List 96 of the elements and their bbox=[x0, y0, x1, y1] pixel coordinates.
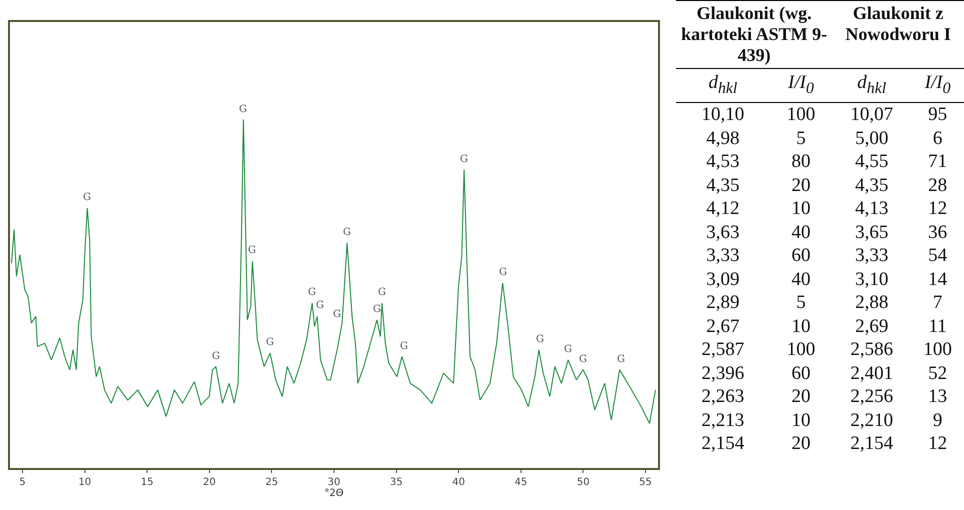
category-label: I/I$_{0}$ bbox=[770, 68, 832, 103]
text: 2,154 bbox=[701, 433, 744, 454]
x-tick-label: 25 bbox=[265, 477, 278, 488]
text: Glaukonit z Nowodworu I bbox=[832, 0, 964, 68]
text: 4,12 bbox=[706, 198, 740, 220]
text: 5 bbox=[796, 128, 806, 149]
annotation: G bbox=[579, 354, 587, 365]
text: 4,13 bbox=[855, 198, 888, 220]
annotation: G bbox=[400, 341, 408, 352]
annotation: G bbox=[499, 267, 507, 278]
x-tick-label: 55 bbox=[639, 477, 652, 488]
x-tick-label: 5 bbox=[19, 477, 26, 488]
text: 20 bbox=[791, 386, 810, 408]
text: 4,53 bbox=[706, 151, 740, 172]
text: 9 bbox=[932, 410, 942, 431]
text: 2,67 bbox=[706, 316, 740, 337]
annotation: G bbox=[239, 104, 247, 115]
text: 6 bbox=[932, 128, 942, 149]
text: 100 bbox=[923, 339, 952, 360]
text: 20 bbox=[791, 433, 810, 454]
text: 12 bbox=[928, 198, 948, 220]
text: 2,69 bbox=[855, 316, 888, 337]
text: 71 bbox=[928, 151, 948, 172]
text: 2,89 bbox=[706, 292, 740, 314]
text: 2,213 bbox=[701, 410, 744, 431]
text: 2,263 bbox=[701, 386, 744, 408]
text: 10,07 bbox=[850, 104, 894, 126]
text: 3,65 bbox=[855, 222, 888, 243]
text: 100 bbox=[786, 339, 816, 360]
text: 5,00 bbox=[855, 128, 888, 149]
annotation: G bbox=[343, 227, 351, 238]
text: 95 bbox=[928, 104, 948, 126]
text: 2,256 bbox=[850, 386, 894, 408]
text: 60 bbox=[791, 245, 810, 266]
annotation: G bbox=[266, 337, 274, 348]
text: 10,10 bbox=[701, 104, 744, 126]
text: 3,09 bbox=[706, 268, 740, 290]
x-axis-title: °2Θ bbox=[324, 488, 344, 499]
x-tick-label: 30 bbox=[328, 477, 340, 488]
text: 2,154 bbox=[850, 433, 894, 454]
x-tick-label: 45 bbox=[514, 477, 528, 488]
text: 3,33 bbox=[855, 245, 888, 266]
text: 14 bbox=[928, 268, 948, 290]
annotation: G bbox=[536, 334, 544, 345]
text: 3,63 bbox=[706, 222, 740, 243]
annotation: G bbox=[316, 300, 324, 311]
annotation: G bbox=[333, 309, 341, 320]
text: 54 bbox=[928, 245, 948, 266]
text: 28 bbox=[928, 174, 948, 196]
text: 40 bbox=[791, 268, 810, 290]
annotation: G bbox=[564, 344, 572, 355]
text: 4,35 bbox=[706, 174, 740, 196]
text: 3,33 bbox=[706, 245, 740, 266]
x-tick-label: 10 bbox=[78, 477, 92, 488]
text: 10 bbox=[791, 316, 810, 337]
annotation: G bbox=[248, 245, 256, 256]
annotation: G bbox=[83, 192, 91, 203]
text: 40 bbox=[791, 222, 810, 243]
text: 3,10 bbox=[855, 268, 888, 290]
text: 80 bbox=[791, 151, 810, 172]
text: 20 bbox=[791, 174, 810, 196]
annotation: G bbox=[308, 287, 316, 298]
text: 11 bbox=[928, 316, 947, 337]
text: 4,55 bbox=[855, 151, 888, 172]
text: 36 bbox=[928, 222, 948, 243]
annotation: G bbox=[373, 304, 381, 315]
annotation: G bbox=[617, 354, 625, 365]
text: 2,587 bbox=[701, 339, 744, 360]
x-tick-label: 40 bbox=[452, 477, 465, 488]
category-label: d$_{hkl}$ bbox=[676, 68, 770, 103]
annotation: G bbox=[460, 154, 468, 165]
text: 5 bbox=[796, 292, 806, 314]
x-tick-label: 35 bbox=[390, 477, 403, 488]
text: 60 bbox=[791, 362, 810, 384]
text: 52 bbox=[928, 362, 948, 384]
text: 100 bbox=[786, 104, 816, 126]
text: 2,396 bbox=[701, 362, 744, 384]
text: 7 bbox=[932, 292, 942, 314]
text: 13 bbox=[928, 386, 948, 408]
text: 10 bbox=[791, 410, 810, 431]
category-label: d$_{hkl}$ bbox=[832, 68, 912, 103]
text: 4,35 bbox=[855, 174, 888, 196]
text: 10 bbox=[791, 198, 810, 220]
annotation: G bbox=[378, 287, 386, 298]
text: 12 bbox=[928, 433, 948, 454]
category-label: I/I$_{0}$ bbox=[911, 68, 964, 103]
text: 2,210 bbox=[850, 410, 894, 431]
x-tick-label: 50 bbox=[576, 477, 590, 488]
x-tick-label: 20 bbox=[203, 477, 216, 488]
text: Glaukonit (wg. kartoteki ASTM 9-439) bbox=[676, 0, 832, 68]
text: 4,98 bbox=[706, 128, 740, 149]
text: 2,88 bbox=[855, 292, 888, 314]
text: 2,401 bbox=[850, 362, 894, 384]
text: 2,586 bbox=[850, 339, 894, 360]
annotation: G bbox=[212, 351, 220, 362]
x-tick-label: 15 bbox=[140, 477, 154, 488]
